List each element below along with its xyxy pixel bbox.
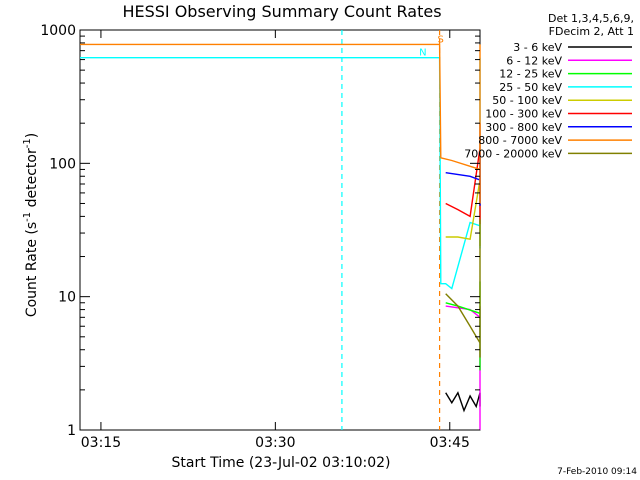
x-axis-title: Start Time (23-Jul-02 03:10:02) [171,455,390,471]
series-line-2 [445,281,481,371]
legend-label-7: 800 - 7000 keV [478,134,562,147]
series-line-8 [445,219,481,358]
y-axis: 1 10 100 1000 [40,23,480,439]
legend: Det 1,3,4,5,6,9, FDecim 2, Att 1 3 - 6 k… [464,12,634,160]
series-line-0 [445,391,481,413]
series-line-1 [445,305,481,430]
footer-timestamp: 7-Feb-2010 09:14 [557,467,637,477]
y-tick-label-0: 1 [67,423,76,439]
y-tick-label-1: 10 [58,290,76,306]
legend-label-2: 12 - 25 keV [499,68,562,81]
series-line-7 [80,43,481,204]
x-tick-label-1: 03:30 [255,435,295,451]
legend-label-3: 25 - 50 keV [499,81,562,94]
y-tick-label-3: 1000 [40,23,76,39]
chart-title: HESSI Observing Summary Count Rates [122,2,441,21]
legend-label-0: 3 - 6 keV [513,41,562,54]
legend-header-2: FDecim 2, Att 1 [549,25,634,38]
series-line-3 [80,57,481,290]
plot-frame [79,29,481,431]
x-axis: 03:15 03:30 03:45 [81,30,470,451]
legend-header-1: Det 1,3,4,5,6,9, [548,12,634,25]
x-tick-label-2: 03:45 [430,435,470,451]
legend-label-8: 7000 - 20000 keV [464,147,562,160]
x-tick-label-0: 03:15 [81,435,121,451]
legend-label-1: 6 - 12 keV [506,54,562,67]
plot-area: SN [79,29,481,431]
y-tick-label-2: 100 [49,156,76,172]
y-axis-title: Count Rate (s-1 detector-1) [22,133,40,317]
marker-label-0: S [437,34,443,45]
marker-label-1: N [419,48,426,59]
legend-label-5: 100 - 300 keV [485,108,562,121]
legend-label-6: 300 - 800 keV [485,121,562,134]
legend-label-4: 50 - 100 keV [492,94,562,107]
